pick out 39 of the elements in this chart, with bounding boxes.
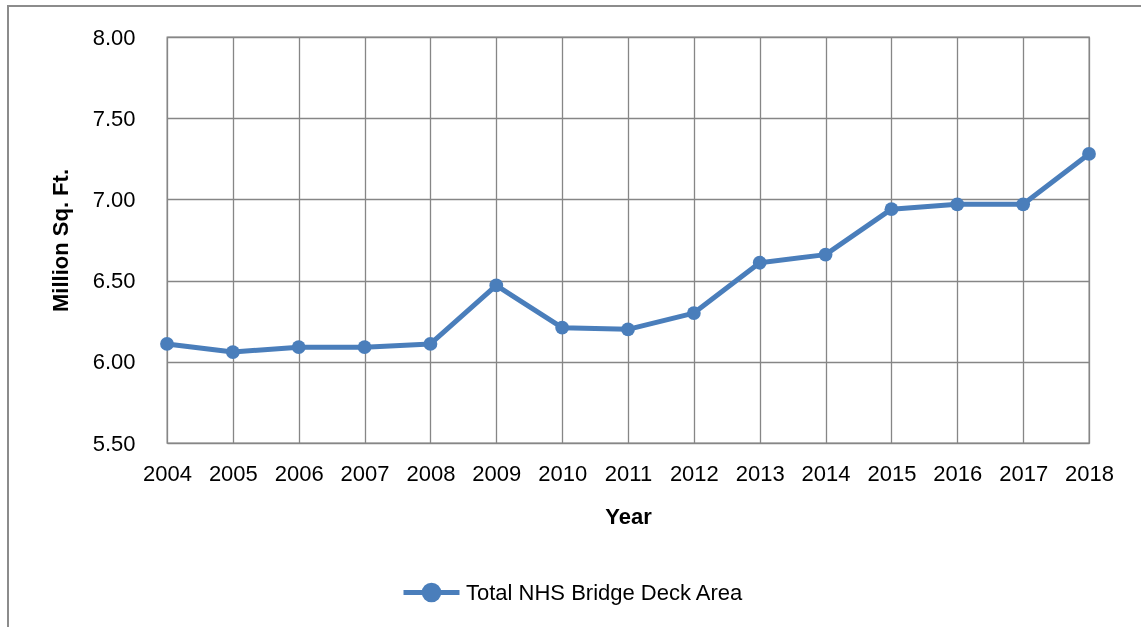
- x-tick-label: 2010: [538, 460, 588, 486]
- point: [555, 320, 570, 335]
- x-axis-title: Year: [605, 503, 653, 529]
- x-tick-label: 2008: [406, 460, 456, 486]
- point: [1082, 147, 1096, 161]
- y-axis-title: Million Sq. Ft.: [47, 169, 73, 312]
- x-tick-label: 2011: [604, 460, 653, 486]
- y-tick-label: 6.00: [92, 349, 136, 375]
- point: [621, 322, 635, 337]
- x-tick-label: 2007: [340, 460, 390, 486]
- point: [752, 255, 767, 270]
- point: [489, 278, 504, 293]
- x-tick-label: 2017: [999, 460, 1049, 486]
- x-tick-label: 2016: [933, 460, 983, 486]
- point: [686, 306, 701, 320]
- point: [884, 202, 899, 217]
- point: [423, 337, 438, 351]
- y-tick-label: 8.00: [92, 24, 136, 50]
- x-tick-label: 2005: [208, 460, 258, 486]
- x-tick-label: 2013: [735, 460, 785, 486]
- x-tick-label: 2004: [143, 460, 192, 486]
- legend-label: Total NHS Bridge Deck Area: [466, 579, 744, 605]
- point: [1016, 197, 1031, 212]
- point: [225, 345, 240, 359]
- point: [160, 337, 174, 351]
- y-tick-label: 7.00: [92, 186, 136, 212]
- y-tick-label: 7.50: [92, 105, 136, 131]
- x-tick-label: 2014: [801, 460, 851, 486]
- x-tick-label: 2012: [669, 460, 719, 486]
- x-tick-label: 2015: [867, 460, 917, 486]
- point: [950, 197, 965, 212]
- point: [357, 340, 372, 355]
- x-tick-label: 2018: [1065, 460, 1114, 486]
- x-tick-label: 2009: [472, 460, 522, 486]
- y-tick-label: 6.50: [92, 268, 136, 294]
- point: [818, 247, 833, 262]
- point: [291, 340, 306, 355]
- x-tick-label: 2006: [274, 460, 324, 486]
- y-tick-label: 5.50: [92, 430, 136, 456]
